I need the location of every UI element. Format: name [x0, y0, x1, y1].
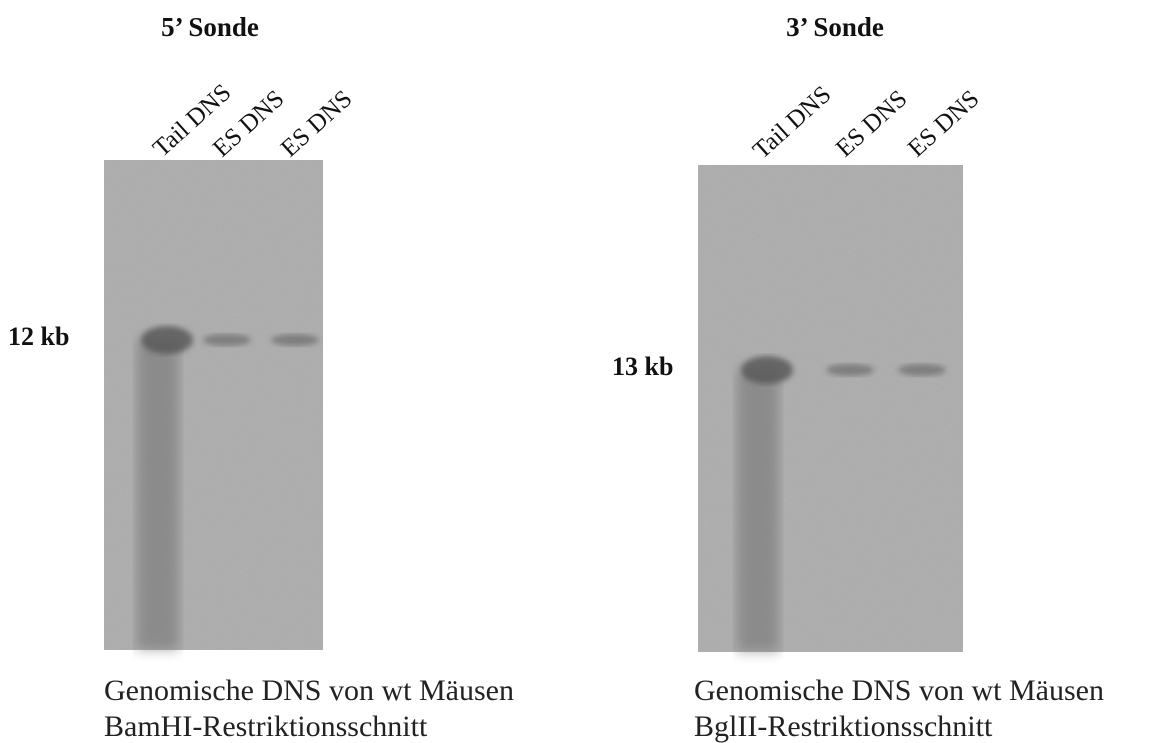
- lane-smear: [737, 370, 779, 652]
- caption-line: BglII-Restriktionsschnitt: [694, 710, 993, 743]
- band: [271, 334, 319, 346]
- panel-title: 3’ Sonde: [786, 12, 884, 42]
- size-marker: 12 kb: [8, 322, 69, 351]
- band: [141, 326, 193, 354]
- caption-line: BamHI-Restriktionsschnitt: [104, 710, 428, 743]
- lane-label: ES DNS: [276, 85, 358, 162]
- lane-label: Tail DNS: [748, 81, 837, 164]
- caption-line: Genomische DNS von wt Mäusen: [104, 674, 514, 707]
- band: [826, 364, 874, 376]
- band: [203, 334, 251, 346]
- size-marker: 13 kb: [612, 352, 673, 381]
- lane-label: ES DNS: [831, 85, 913, 162]
- band: [741, 356, 793, 384]
- blot-noise: [104, 160, 323, 650]
- lane-label: ES DNS: [903, 85, 985, 162]
- caption-line: Genomische DNS von wt Mäusen: [694, 674, 1104, 707]
- lane-smear: [137, 340, 179, 650]
- band: [898, 364, 946, 376]
- blot: [698, 165, 963, 652]
- panel-title: 5’ Sonde: [161, 12, 259, 42]
- blot: [104, 160, 323, 650]
